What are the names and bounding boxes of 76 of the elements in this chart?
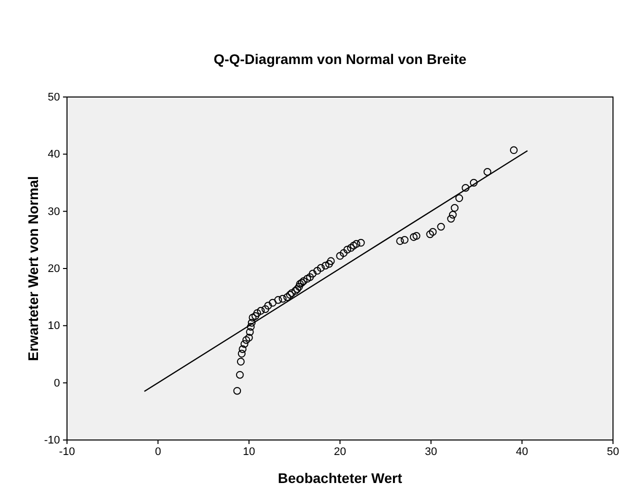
point xyxy=(317,264,325,272)
point xyxy=(426,230,434,238)
point xyxy=(308,270,317,278)
point xyxy=(293,285,302,293)
point xyxy=(447,214,455,223)
point xyxy=(238,345,247,353)
x-tick-label: 30 xyxy=(424,446,438,458)
point xyxy=(510,146,518,154)
point xyxy=(253,309,262,317)
point xyxy=(240,340,248,348)
point xyxy=(236,358,245,366)
point xyxy=(336,252,344,260)
point xyxy=(236,370,244,379)
y-tick-label: 10 xyxy=(48,320,60,332)
point xyxy=(264,302,272,310)
point xyxy=(325,260,333,268)
point xyxy=(256,306,265,315)
y-tick-label: 30 xyxy=(48,206,60,218)
point xyxy=(283,293,292,301)
point xyxy=(470,178,478,187)
point xyxy=(246,328,254,336)
point xyxy=(298,278,306,287)
y-tick-label: 50 xyxy=(48,92,60,104)
point xyxy=(248,314,257,322)
point xyxy=(248,318,256,327)
point xyxy=(306,273,314,281)
x-tick-label: 50 xyxy=(606,446,620,458)
point xyxy=(242,336,250,344)
point xyxy=(251,312,260,320)
x-tick-label: 20 xyxy=(334,446,346,458)
point xyxy=(400,236,408,244)
point xyxy=(340,249,348,257)
point xyxy=(350,242,358,250)
point xyxy=(245,334,253,342)
y-tick-label: 0 xyxy=(54,377,60,390)
point xyxy=(268,298,277,307)
point xyxy=(347,244,355,252)
x-axis-title: Beobachteter Wert xyxy=(278,470,402,486)
point xyxy=(300,277,308,285)
y-tick-label: 20 xyxy=(48,263,60,276)
x-tick-label: 40 xyxy=(516,446,528,458)
point xyxy=(357,238,365,247)
point xyxy=(343,246,352,254)
x-tick-label: -10 xyxy=(59,446,75,458)
point xyxy=(450,204,459,212)
point xyxy=(322,262,330,270)
x-tick-label: 0 xyxy=(154,446,162,458)
point xyxy=(313,266,322,275)
point xyxy=(292,286,300,295)
point xyxy=(296,280,304,288)
point xyxy=(288,289,296,297)
y-tick-label: 40 xyxy=(48,148,60,161)
point xyxy=(327,257,335,265)
point xyxy=(286,290,294,299)
point xyxy=(352,240,360,248)
point xyxy=(303,274,312,283)
point xyxy=(448,210,457,219)
point xyxy=(238,350,246,358)
point xyxy=(233,386,242,395)
point xyxy=(462,184,470,192)
y-tick-label: -10 xyxy=(44,434,60,447)
point xyxy=(412,232,420,240)
point xyxy=(274,296,282,304)
point xyxy=(455,194,464,202)
point xyxy=(278,294,287,303)
point xyxy=(410,233,418,241)
x-tick-label: 10 xyxy=(242,446,256,458)
point xyxy=(396,237,404,245)
y-axis-title: Erwarteter Wert von Normal xyxy=(25,176,41,361)
point xyxy=(484,168,492,176)
chart-title: Q-Q-Diagramm von Normal von Breite xyxy=(214,51,467,67)
point xyxy=(261,305,270,313)
point xyxy=(246,322,255,331)
point xyxy=(428,228,437,236)
point xyxy=(295,282,303,291)
point xyxy=(437,222,445,231)
